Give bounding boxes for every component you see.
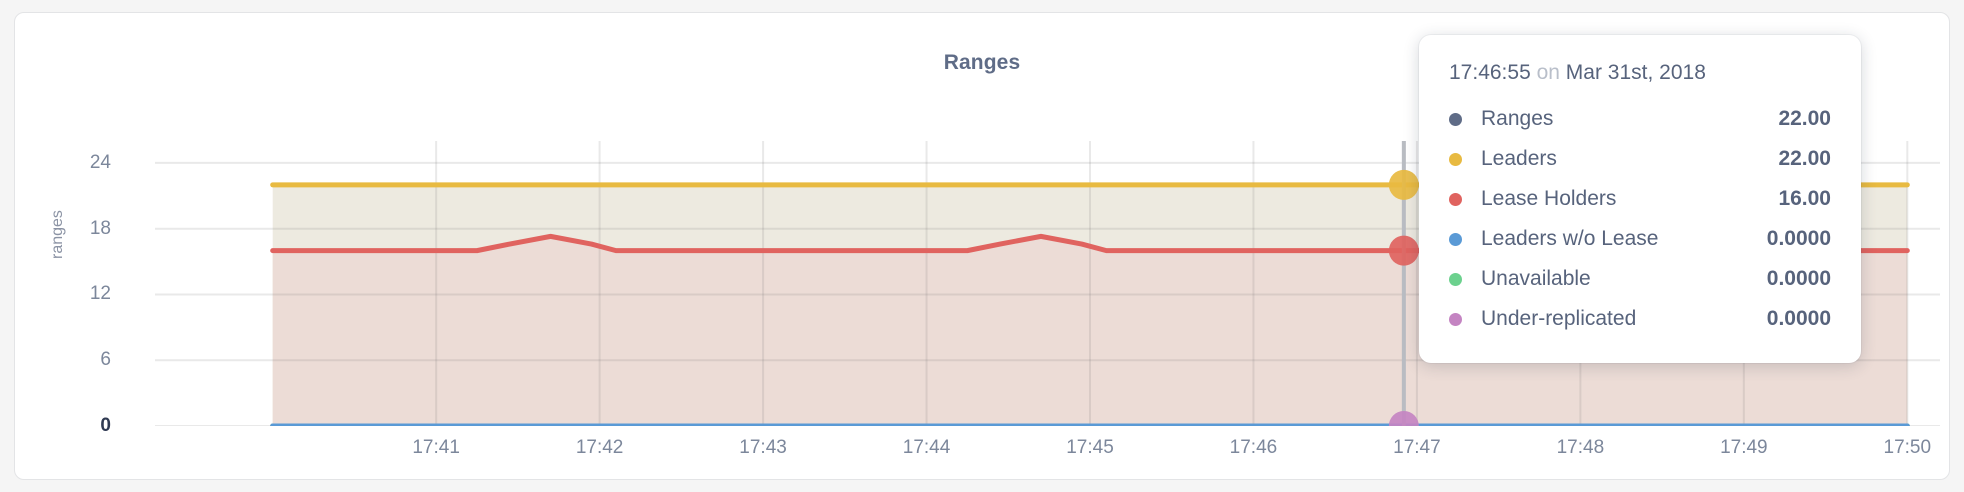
tooltip-series-row: Lease Holders 16.00 [1449,179,1831,219]
tooltip-series-label: Under-replicated [1481,307,1637,330]
hover-marker-leaders [1388,169,1419,200]
tooltip-time: 17:46:55 [1449,61,1531,84]
x-axis-tick-label: 17:44 [902,437,951,458]
tooltip-on-word: on [1536,61,1560,84]
page-title: Ranges [943,51,1021,74]
tooltip-series-row: Leaders 22.00 [1449,139,1831,179]
chart-card: Ranges ranges 0 6 12 18 24 17:41 17:42 17:43 17… [14,12,1950,480]
x-axis-tick-label: 17:42 [575,437,624,458]
tooltip-series-row: Leaders w/o Lease 0.0000 [1449,219,1831,259]
hover-tooltip: 17:46:55 on Mar 31st, 2018 Ranges 22.00 Le… [1419,35,1861,363]
y-axis-tick-label: 12 [89,283,111,305]
tooltip-series-row: Under-replicated 0.0000 [1449,299,1831,339]
tooltip-header: 17:46:55 on Mar 31st, 2018 [1449,61,1831,85]
tooltip-series-label: Unavailable [1481,267,1591,290]
x-axis-tick-label: 17:45 [1066,437,1114,458]
y-axis-tick-label: 6 [100,349,111,371]
tooltip-series-value: 0.0000 [1766,227,1831,250]
tooltip-series-value: 22.00 [1778,147,1831,170]
hover-marker-lease-holders [1388,235,1419,266]
series-color-dot-icon [1449,232,1462,246]
tooltip-series-label: Ranges [1481,107,1554,130]
tooltip-series-label: Lease Holders [1481,187,1617,210]
tooltip-series-label: Leaders w/o Lease [1481,227,1659,250]
series-color-dot-icon [1449,312,1462,326]
series-color-dot-icon [1449,152,1462,166]
series-color-dot-icon [1449,192,1462,206]
tooltip-series-value: 0.0000 [1766,267,1831,290]
tooltip-series-value: 0.0000 [1766,307,1831,330]
x-axis-tick-label: 17:48 [1556,437,1605,458]
y-axis-tick-label: 24 [89,151,111,173]
x-axis-tick-label: 17:49 [1720,437,1768,458]
hover-marker-under-replicated [1388,411,1419,426]
tooltip-series-row: Ranges 22.00 [1449,99,1831,139]
tooltip-series-row: Unavailable 0.0000 [1449,259,1831,299]
x-axis-tick-label: 17:43 [739,437,787,458]
x-axis-tick-label: 17:41 [412,437,460,458]
x-axis-tick-label: 17:46 [1229,437,1278,458]
x-axis-tick-label: 17:47 [1393,437,1441,458]
series-color-dot-icon [1449,272,1462,286]
tooltip-series-value: 16.00 [1778,187,1831,210]
x-axis-tick-label: 17:50 [1883,437,1932,458]
tooltip-series-value: 22.00 [1778,107,1831,130]
tooltip-series-list: Ranges 22.00 Leaders 22.00 Lease Holders 16.0… [1449,99,1831,339]
y-axis-tick-label: 18 [89,217,111,239]
y-axis-tick-label: 0 [100,415,111,436]
tooltip-series-label: Leaders [1481,147,1557,170]
series-color-dot-icon [1449,112,1462,126]
tooltip-date: Mar 31st, 2018 [1565,61,1706,84]
line-lease-holders [270,233,1910,254]
